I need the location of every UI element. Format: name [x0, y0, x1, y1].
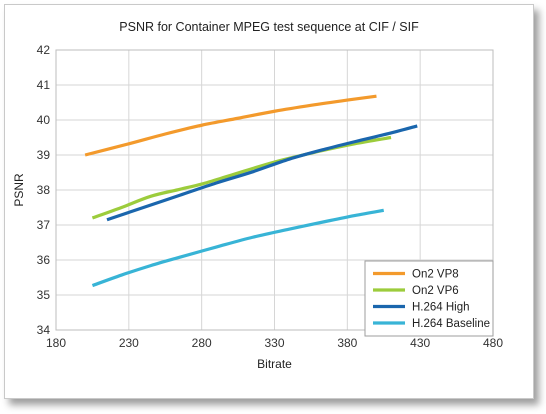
- x-tick-label: 380: [337, 336, 357, 350]
- chart-title: PSNR for Container MPEG test sequence at…: [119, 20, 419, 34]
- data-series: [84, 94, 418, 288]
- chart-legend: On2 VP8 On2 VP6 H.264 High H.264 Baseline: [364, 260, 494, 337]
- grid-lines: [56, 50, 493, 330]
- series-line-on2-vp8: [84, 94, 377, 157]
- series-line-h-264-high: [106, 124, 418, 222]
- y-tick-label: 37: [37, 218, 51, 232]
- x-tick-label: 480: [483, 336, 503, 350]
- x-tick-label: 430: [410, 336, 430, 350]
- y-tick-label: 35: [37, 288, 51, 302]
- axis-tick-labels: 180 230 280 330 380 430 480 34 35 36 37 38 39 40 41 42: [37, 43, 504, 350]
- y-tick-label: 41: [37, 78, 51, 92]
- plot-area-border: [55, 49, 494, 331]
- chart-frame: PSNR for Container MPEG test sequence at…: [4, 4, 534, 399]
- y-tick-label: 39: [37, 148, 51, 162]
- y-tick-label: 40: [37, 113, 51, 127]
- series-line-on2-vp6: [91, 135, 392, 220]
- x-tick-label: 230: [119, 336, 139, 350]
- x-tick-label: 330: [264, 336, 284, 350]
- y-tick-label: 38: [37, 183, 51, 197]
- legend-label-h-264-high: H.264 High: [412, 302, 470, 314]
- legend-label-h-264-baseline: H.264 Baseline: [412, 318, 490, 330]
- legend-label-on2-vp8: On2 VP8: [412, 269, 459, 281]
- x-axis-title: Bitrate: [257, 357, 292, 371]
- y-tick-label: 42: [37, 43, 51, 57]
- series-line-h-264-baseline: [91, 208, 385, 288]
- y-tick-label: 36: [37, 253, 51, 267]
- x-tick-label: 280: [192, 336, 212, 350]
- psnr-line-chart: PSNR for Container MPEG test sequence at…: [12, 20, 504, 371]
- x-tick-label: 180: [46, 336, 66, 350]
- y-tick-label: 34: [37, 323, 51, 337]
- legend-label-on2-vp6: On2 VP6: [412, 285, 459, 297]
- y-axis-title: PSNR: [12, 173, 26, 207]
